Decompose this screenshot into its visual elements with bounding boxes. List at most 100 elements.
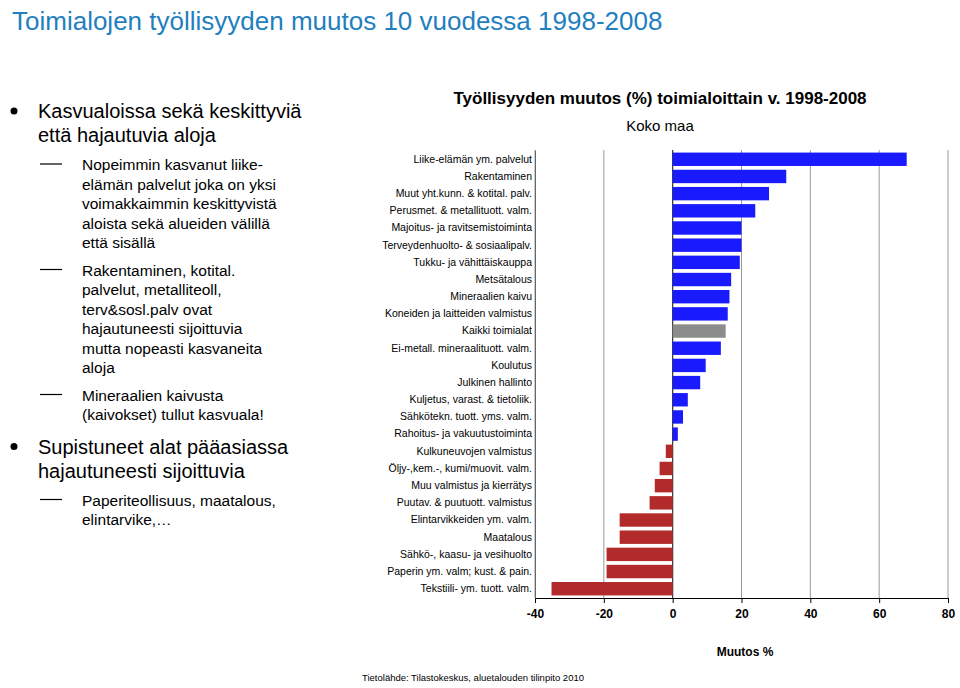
y-tick: Perusmet. & metallituott. valm. [390, 204, 535, 216]
y-tick: Elintarvikkeiden ym. valm. [411, 513, 535, 525]
sub-bullet-text: aloista sekä alueiden välillä [82, 215, 270, 232]
category-label: Tukku- ja vähittäiskauppa [413, 256, 532, 268]
y-tick: Kulkuneuvojen valmistus [416, 445, 535, 457]
x-tick-label: -20 [596, 607, 614, 621]
x-axis-title: Muutos % [717, 645, 774, 659]
y-tick: Koneiden ja laitteiden valmistus [385, 307, 535, 319]
bar [673, 359, 706, 372]
category-label: Maatalous [484, 531, 532, 543]
y-tick: Muut yht.kunn. & kotital. palv. [396, 187, 535, 199]
bar [673, 307, 728, 320]
x-tick: 0 [670, 598, 677, 621]
x-tick: 40 [804, 598, 818, 621]
x-tick-mark [879, 598, 880, 603]
category-label: Koulutus [491, 359, 532, 371]
bar [673, 273, 732, 286]
grid-line [948, 150, 949, 598]
category-label: Julkinen hallinto [457, 376, 532, 388]
category-label: Liike-elämän ym. palvelut [414, 153, 533, 165]
bar [620, 513, 673, 526]
sub-bullet-text: mutta nopeasti kasvaneita [82, 340, 262, 357]
grid [535, 150, 948, 598]
y-tick: Paperin ym. valm; kust. & pain. [387, 565, 535, 577]
y-axis-line [535, 151, 536, 599]
bar [660, 462, 673, 475]
y-tick: Terveydenhuolto- & sosiaalipalv. [382, 239, 535, 251]
category-label: Metsätalous [475, 273, 532, 285]
category-label: Öljy-,kem.-, kumi/muovit. valm. [388, 462, 532, 474]
bullet-dot [11, 108, 18, 115]
x-tick: 60 [873, 598, 887, 621]
category-label: Muu valmistus ja kierrätys [411, 479, 532, 491]
bar [673, 324, 726, 337]
bar [673, 153, 907, 166]
bar [673, 342, 721, 355]
slide-title: Toimialojen työllisyyden muutos 10 vuode… [12, 6, 662, 36]
y-axis: Liike-elämän ym. palvelut Rakentaminen Muu… [382, 151, 535, 599]
bullet-dot [11, 443, 18, 450]
category-label: Ei-metall. mineraalituott. valm. [391, 342, 532, 354]
y-tick: Koulutus [491, 359, 535, 371]
x-tick-mark [742, 598, 743, 603]
bar [673, 221, 742, 234]
category-label: Rakentaminen [464, 170, 532, 182]
source-note: Tietolähde: Tilastokeskus, aluetalouden … [362, 672, 584, 683]
y-tick: Rakentaminen [464, 170, 535, 182]
sub-bullet-dash [40, 163, 62, 164]
x-tick: -20 [596, 598, 614, 621]
category-label: Paperin ym. valm; kust. & pain. [387, 565, 532, 577]
x-tick-label: 40 [804, 607, 818, 621]
sub-bullet-dash [40, 394, 62, 395]
y-tick: Rahoitus- ja vakuutustoiminta [394, 427, 535, 439]
category-label: Terveydenhuolto- & sosiaalipalv. [382, 239, 532, 251]
category-label: Muut yht.kunn. & kotital. palv. [396, 187, 532, 199]
sub-bullet-text: voimakkaimmin keskittyvistä [82, 195, 277, 212]
bar [552, 582, 673, 595]
sub-bullet-dash [40, 499, 62, 500]
chart-subtitle: Koko maa [626, 117, 694, 134]
category-label: Puutav. & puutuott. valmistus [397, 496, 532, 508]
bar [673, 427, 678, 440]
bar [673, 187, 769, 200]
sub-bullet-text: elämän palvelut joka on yksi [82, 176, 276, 193]
grid-line [535, 150, 536, 598]
bar [673, 290, 730, 303]
x-axis-line [536, 599, 949, 604]
bar [655, 479, 673, 492]
bar [673, 376, 701, 389]
category-label: Sähkötekn. tuott. yms. valm. [400, 410, 532, 422]
bullet-text: Kasvualoissa sekä keskittyviä [38, 100, 302, 122]
bar [673, 204, 756, 217]
sub-bullet-text: Nopeimmin kasvanut liike- [82, 156, 263, 173]
chart: Työllisyyden muutos (%) toimialoittain v… [362, 89, 955, 683]
bar [673, 238, 742, 251]
bar [666, 445, 673, 458]
bars [552, 153, 907, 596]
category-label: Perusmet. & metallituott. valm. [390, 204, 532, 216]
x-tick: 80 [942, 598, 956, 621]
category-label: Kaikki toimialat [462, 324, 532, 336]
sub-bullet-text: palvelut, metalliteoll, [82, 281, 222, 298]
x-tick-label: 20 [735, 607, 749, 621]
grid-line [810, 150, 811, 598]
bar [607, 548, 673, 561]
bar [673, 170, 787, 183]
category-label: Kulkuneuvojen valmistus [416, 445, 532, 457]
y-tick: Julkinen hallinto [457, 376, 535, 388]
bar [620, 530, 673, 543]
y-tick: Öljy-,kem.-, kumi/muovit. valm. [388, 462, 535, 474]
y-tick: Muu valmistus ja kierrätys [411, 479, 535, 491]
y-tick: Tukku- ja vähittäiskauppa [413, 256, 535, 268]
x-tick-label: -40 [527, 607, 545, 621]
sub-bullet-text: Paperiteollisuus, maatalous, [82, 492, 276, 509]
y-tick: Majoitus- ja ravitsemistoiminta [391, 221, 535, 233]
y-tick: Kaikki toimialat [462, 324, 535, 336]
y-tick: Mineraalien kaivu [450, 290, 535, 302]
y-tick: Liike-elämän ym. palvelut [414, 153, 535, 165]
category-label: Tekstiili- ym. tuott. valm. [421, 582, 532, 594]
bar [673, 393, 688, 406]
grid-line [603, 150, 604, 598]
x-tick-mark [810, 598, 811, 603]
x-tick-label: 60 [873, 607, 887, 621]
x-tick-mark [604, 598, 605, 603]
